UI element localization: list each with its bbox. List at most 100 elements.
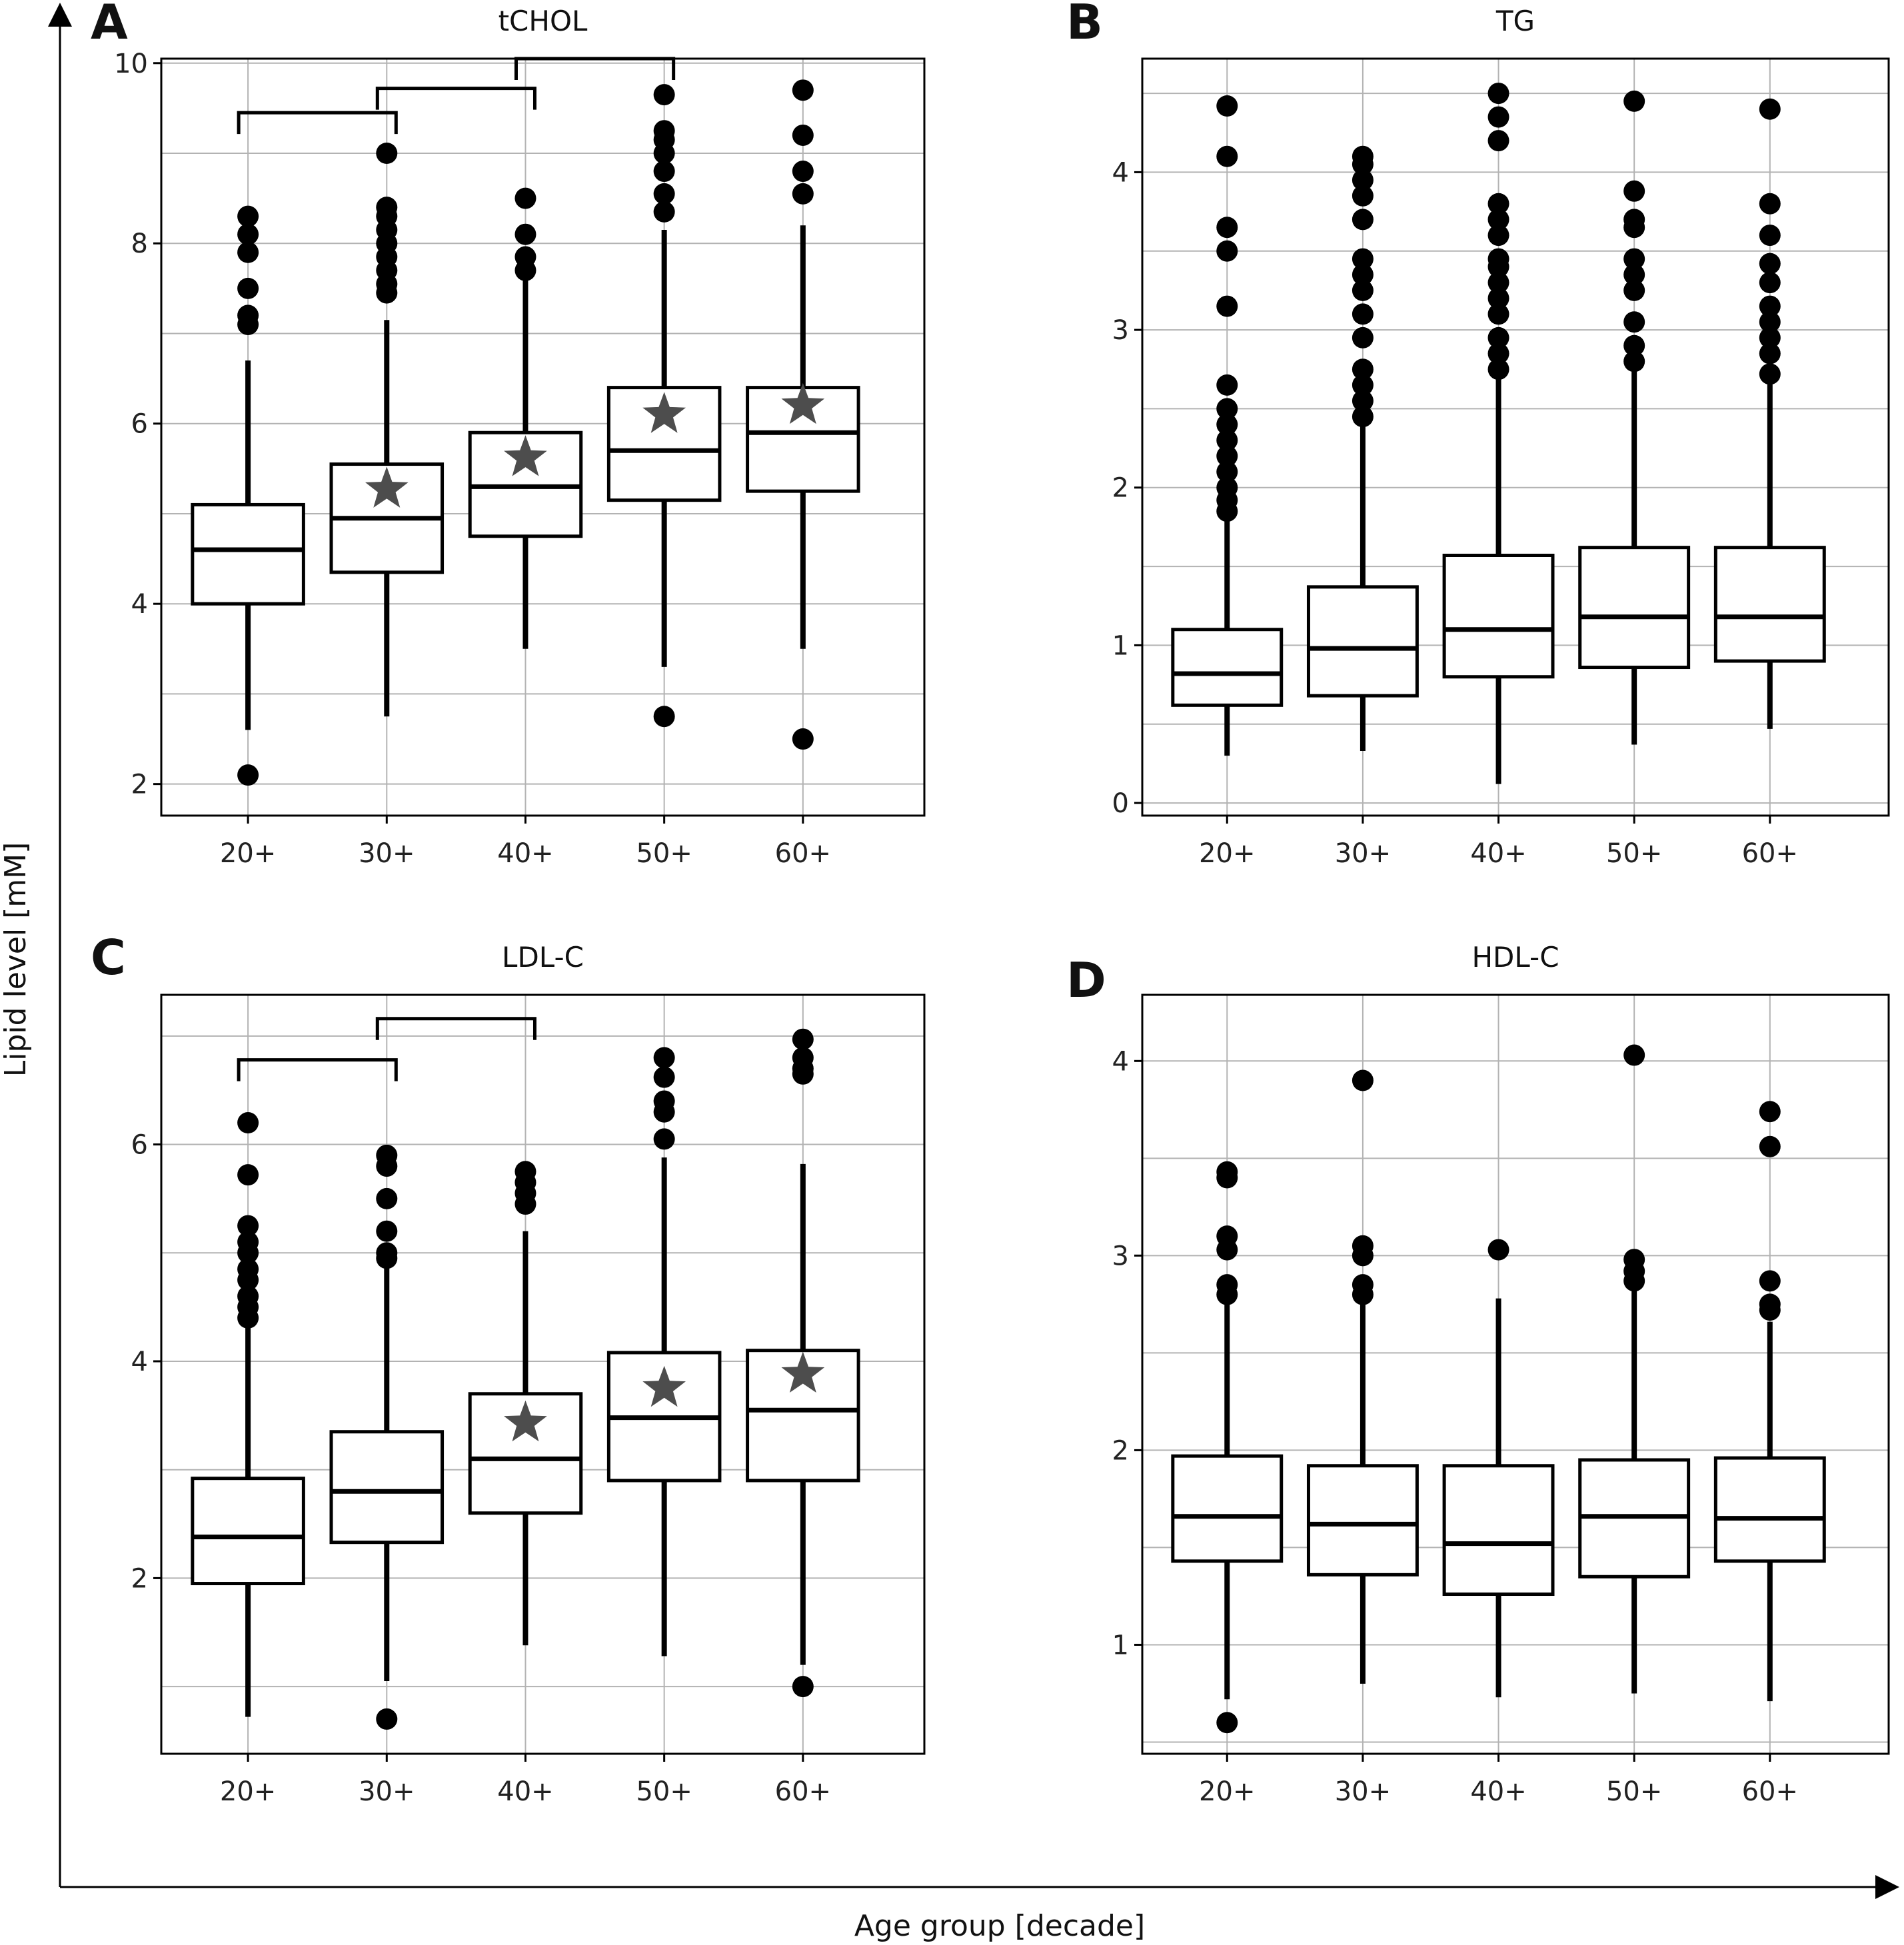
outlier-point [237,277,259,299]
outlier-point [514,1161,536,1183]
outlier-point [1352,326,1374,348]
outlier-point [1216,95,1238,117]
x-tick-label: 20+ [220,838,276,869]
outlier-point [237,205,259,227]
outlier-point [376,1144,398,1166]
outlier-point [1352,374,1374,396]
x-tick-label: 40+ [497,1776,553,1807]
outlier-point [376,1220,398,1242]
outlier-point [653,706,675,728]
y-tick-label: 8 [131,229,148,259]
outlier-point [1487,83,1509,105]
outlier-point [792,1028,814,1050]
x-tick-label: 40+ [1470,1776,1526,1807]
panel-letter: A [91,0,128,50]
outlier-point [237,1231,259,1253]
outlier-point [1759,225,1781,247]
x-tick-label: 30+ [359,838,415,869]
panel-title: HDL-C [1471,941,1559,973]
panel-c: 2 4 6 20+ 30+ 40+ 50+ 60+ LDL-C C [91,930,926,1807]
outlier-point [1623,350,1645,372]
panel-title: TG [1495,5,1535,37]
y-tick-label: 4 [1112,157,1129,188]
outlier-point [1352,390,1374,412]
mean-star [504,435,547,476]
box-50+ [1578,1044,1691,1694]
x-tick-label: 40+ [1470,838,1526,869]
panel-letter: D [1066,952,1106,1008]
outlier-point [1487,130,1509,152]
y-tick-label: 3 [1112,315,1129,346]
x-tick-label: 30+ [1335,838,1391,869]
outlier-point [1759,311,1781,333]
outlier-point [1216,145,1238,167]
x-tick-label: 60+ [1742,838,1798,869]
outlier-point [1487,1239,1509,1261]
y-tick-label: 4 [131,1347,148,1377]
box-60+ [746,1028,860,1698]
outlier-point [237,1215,259,1237]
y-tick-label: 4 [1112,1046,1129,1077]
outlier-point [1487,209,1509,231]
outlier-point [1216,476,1238,498]
iqr-box [1171,1454,1284,1563]
outlier-point [514,187,536,209]
outlier-point [1623,1044,1645,1066]
box-60+ [1713,98,1826,729]
outlier-point [1352,1069,1374,1091]
outlier-point [792,1676,814,1698]
outlier-point [1216,398,1238,420]
outlier-point [792,124,814,146]
outlier-point [1352,303,1374,325]
x-tick-label: 60+ [775,1776,831,1807]
y-tick-label: 2 [1112,473,1129,504]
iqr-box [1306,1464,1419,1577]
outlier-point [376,1708,398,1730]
outlier-point [1623,334,1645,356]
outlier-point [1216,461,1238,483]
outlier-point [1352,209,1374,231]
outlier-point [237,305,259,326]
outlier-point [1487,193,1509,215]
panel-letter: B [1066,0,1103,50]
y-tick-label: 10 [114,49,148,79]
outlier-point [1623,180,1645,202]
mean-star [642,1365,686,1407]
outlier-point [1352,169,1374,191]
x-tick-label: 50+ [1606,838,1662,869]
outlier-point [1487,342,1509,364]
outlier-point [1216,1712,1238,1734]
box-20+ [191,205,305,786]
outlier-point [237,223,259,245]
box-40+ [1442,1239,1555,1698]
outlier-point [792,79,814,101]
outlier-point [1352,406,1374,428]
mean-star [365,466,409,508]
outlier-point [1487,358,1509,380]
outlier-point [653,161,675,183]
x-tick-label: 20+ [1199,1776,1255,1807]
y-tick-label: 2 [131,770,148,800]
x-axis-label: Age group [decade] [854,1909,1145,1943]
y-tick-label: 2 [1112,1435,1129,1466]
x-tick-label: 50+ [1606,1776,1662,1807]
outlier-point [653,201,675,223]
y-tick-label: 6 [131,1130,148,1161]
box-50+ [1578,90,1691,745]
y-tick-label: 6 [131,409,148,440]
outlier-point [1623,90,1645,112]
iqr-box [1306,585,1419,698]
box-30+ [1306,145,1419,751]
outlier-point [1759,326,1781,348]
iqr-box [1713,1456,1826,1563]
box-20+ [191,1112,305,1717]
outlier-point [1759,1293,1781,1315]
outlier-point [1352,358,1374,380]
iqr-box [329,1430,445,1545]
outlier-point [1216,1225,1238,1247]
box-30+ [329,143,445,717]
outlier-point [1759,295,1781,317]
panel-b: 0 1 2 3 4 20+ 30+ 40+ 50+ 60+ TG B [1066,0,1890,869]
